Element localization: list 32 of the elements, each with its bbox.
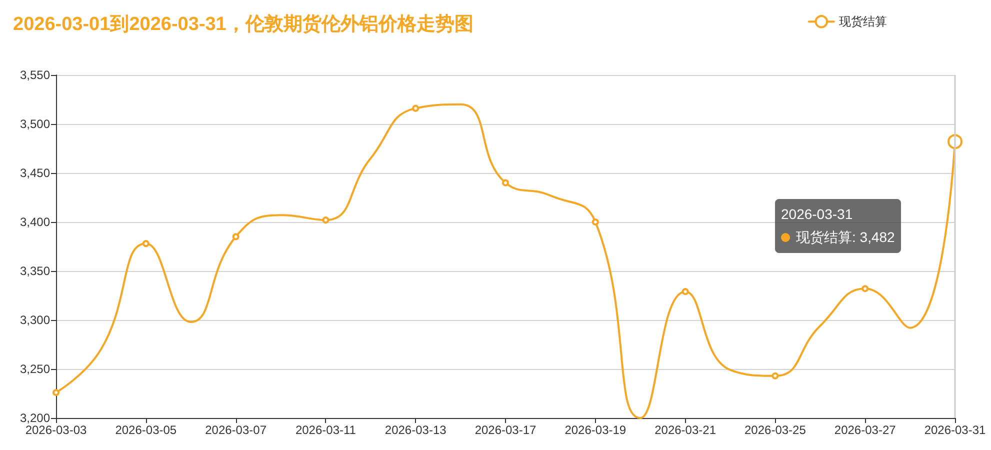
point: [232, 233, 240, 240]
x-tick-label: 2026-03-07: [205, 423, 267, 437]
point: [52, 389, 60, 396]
x-tick-label: 2026-03-17: [474, 423, 537, 437]
y-tick-label: 3,450: [20, 166, 50, 180]
point: [142, 240, 150, 248]
point: [412, 104, 420, 112]
y-tick-label: 3,250: [20, 362, 50, 376]
x-tick-label: 2026-03-03: [25, 423, 88, 437]
x-tick-label: 2026-03-05: [115, 423, 177, 437]
x-tick-label: 2026-03-31: [924, 423, 986, 437]
y-tick-label: 3,400: [20, 215, 50, 229]
y-tick-label: 3,200: [20, 411, 50, 425]
point: [862, 285, 869, 292]
point: [592, 218, 599, 226]
point: [502, 179, 509, 186]
y-tick-label: 3,500: [20, 117, 50, 131]
y-tick-label: 3,300: [20, 313, 50, 327]
annotation: 2026-03-31 现货结算: 3,482: [781, 205, 895, 247]
x-tick-label: 2026-03-19: [564, 423, 626, 437]
x-tick-label: 2026-03-27: [834, 423, 896, 437]
point: [682, 288, 689, 296]
point: [772, 372, 779, 380]
point: [322, 216, 330, 224]
chart-title: 2026-03-01到2026-03-31，伦敦期货伦外铝价格走势图: [13, 13, 474, 35]
x-tick-label: 2026-03-21: [654, 423, 716, 437]
x-tick-label: 2026-03-13: [384, 423, 447, 437]
y-tick-label: 3,550: [20, 68, 50, 82]
x-tick-label: 2026-03-25: [744, 423, 806, 437]
legend-label: 现货结算: [838, 14, 887, 29]
x-tick-label: 2026-03-11: [295, 423, 356, 437]
y-tick-label: 3,350: [20, 264, 50, 278]
